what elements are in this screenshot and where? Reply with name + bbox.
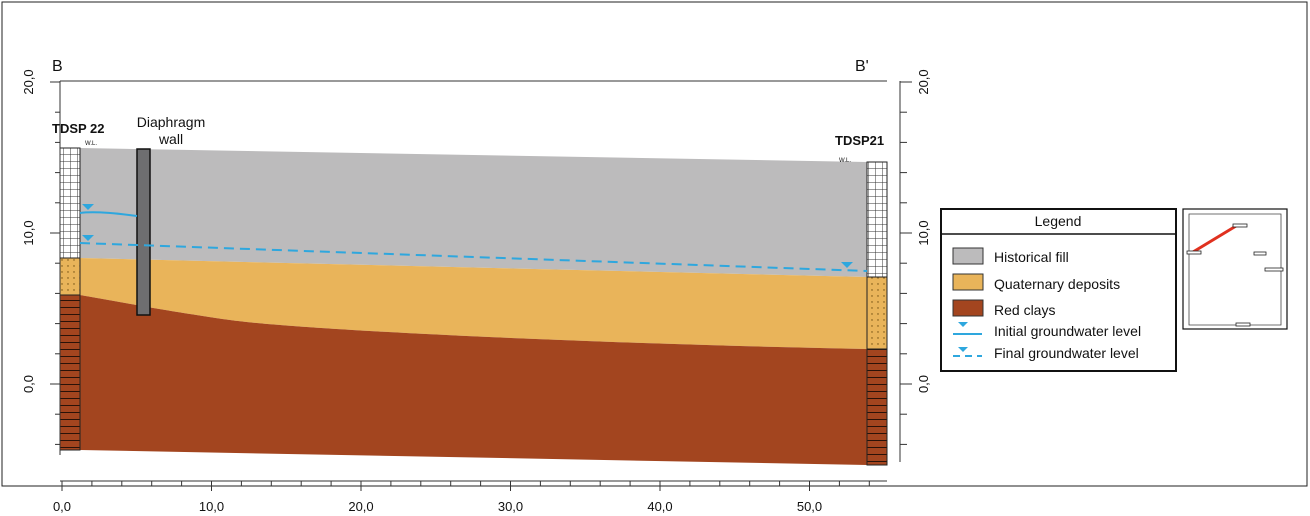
right-y-tick-label: 0,0 — [916, 375, 931, 393]
inset-borehole-marker-icon — [1186, 250, 1202, 255]
left-y-tick-label: 10,0 — [21, 220, 36, 245]
initial-groundwater-line — [79, 211, 138, 217]
site-boundary — [1188, 213, 1282, 326]
inset-borehole-marker-icon — [1235, 322, 1251, 327]
final-water-marker-right-icon — [841, 262, 853, 268]
left-y-tick-label: 0,0 — [21, 375, 36, 393]
legend-label-initial-water: Initial groundwater level — [994, 323, 1141, 339]
x-axis-tick-labels: 0,0 10,0 20,0 30,0 40,0 50,0 — [53, 499, 822, 514]
legend-label-red-clays: Red clays — [994, 302, 1055, 318]
x-tick-label: 10,0 — [199, 499, 224, 514]
legend-title: Legend — [1035, 213, 1082, 229]
borehole-right-quaternary-log — [866, 276, 888, 350]
borehole-left-fill-log — [59, 147, 81, 259]
final-groundwater-line — [79, 242, 868, 272]
borehole-left-name: TDSP 22 — [52, 121, 105, 136]
right-y-tick-label: 20,0 — [916, 69, 931, 94]
quaternary-deposits-layer — [80, 258, 867, 349]
borehole-right-fill-log — [866, 161, 888, 278]
x-axis-ticks — [61, 481, 870, 491]
red-clays-layer — [80, 295, 867, 465]
legend-swatch-historical-fill — [952, 247, 984, 265]
legend: Legend Historical fill Quaternary deposi… — [940, 208, 1177, 372]
section-panel: B B' TDSP 22 W.L. TDSP21 W.L. Diaphragm … — [21, 58, 931, 514]
section-label-b-prime: B' — [855, 58, 869, 75]
y-axis-tick-labels: 0,0 0,0 10,0 10,0 20,0 20,0 — [21, 69, 931, 393]
right-y-tick-label: 10,0 — [916, 220, 931, 245]
section-label-b: B — [52, 58, 63, 75]
left-y-tick-label: 20,0 — [21, 69, 36, 94]
inset-borehole-marker-icon — [1253, 251, 1267, 256]
x-tick-label: 30,0 — [498, 499, 523, 514]
location-inset-map — [1182, 208, 1288, 330]
x-tick-label: 20,0 — [348, 499, 373, 514]
wall-label-line1: Diaphragm — [137, 114, 205, 130]
legend-initial-water-icon — [958, 322, 968, 327]
borehole-right — [866, 161, 888, 466]
borehole-right-wl: W.L. — [839, 158, 851, 164]
y-axis-ticks — [50, 81, 912, 445]
initial-water-marker-icon — [82, 204, 94, 210]
legend-swatch-red-clays — [952, 299, 984, 317]
diaphragm-wall — [136, 148, 151, 316]
legend-label-quaternary: Quaternary deposits — [994, 276, 1120, 292]
wall-label-line2: wall — [158, 131, 183, 147]
borehole-right-clay-log — [866, 348, 888, 466]
legend-label-final-water: Final groundwater level — [994, 345, 1139, 361]
borehole-left-quaternary-log — [59, 257, 81, 296]
borehole-left-wl: W.L. — [85, 141, 97, 147]
borehole-left — [59, 147, 81, 451]
inset-borehole-marker-icon — [1232, 223, 1248, 228]
inset-borehole-marker-icon — [1264, 267, 1284, 272]
section-trace-line — [1192, 224, 1237, 254]
x-tick-label: 40,0 — [647, 499, 672, 514]
legend-swatch-quaternary — [952, 273, 984, 291]
x-tick-label: 50,0 — [797, 499, 822, 514]
legend-final-water-icon — [958, 347, 968, 352]
borehole-left-clay-log — [59, 294, 81, 451]
final-water-marker-left-icon — [82, 235, 94, 241]
figure-frame — [1, 1, 1308, 487]
borehole-right-name: TDSP21 — [835, 133, 884, 148]
x-tick-label: 0,0 — [53, 499, 71, 514]
legend-label-historical-fill: Historical fill — [994, 249, 1069, 265]
historical-fill-layer — [80, 148, 867, 277]
